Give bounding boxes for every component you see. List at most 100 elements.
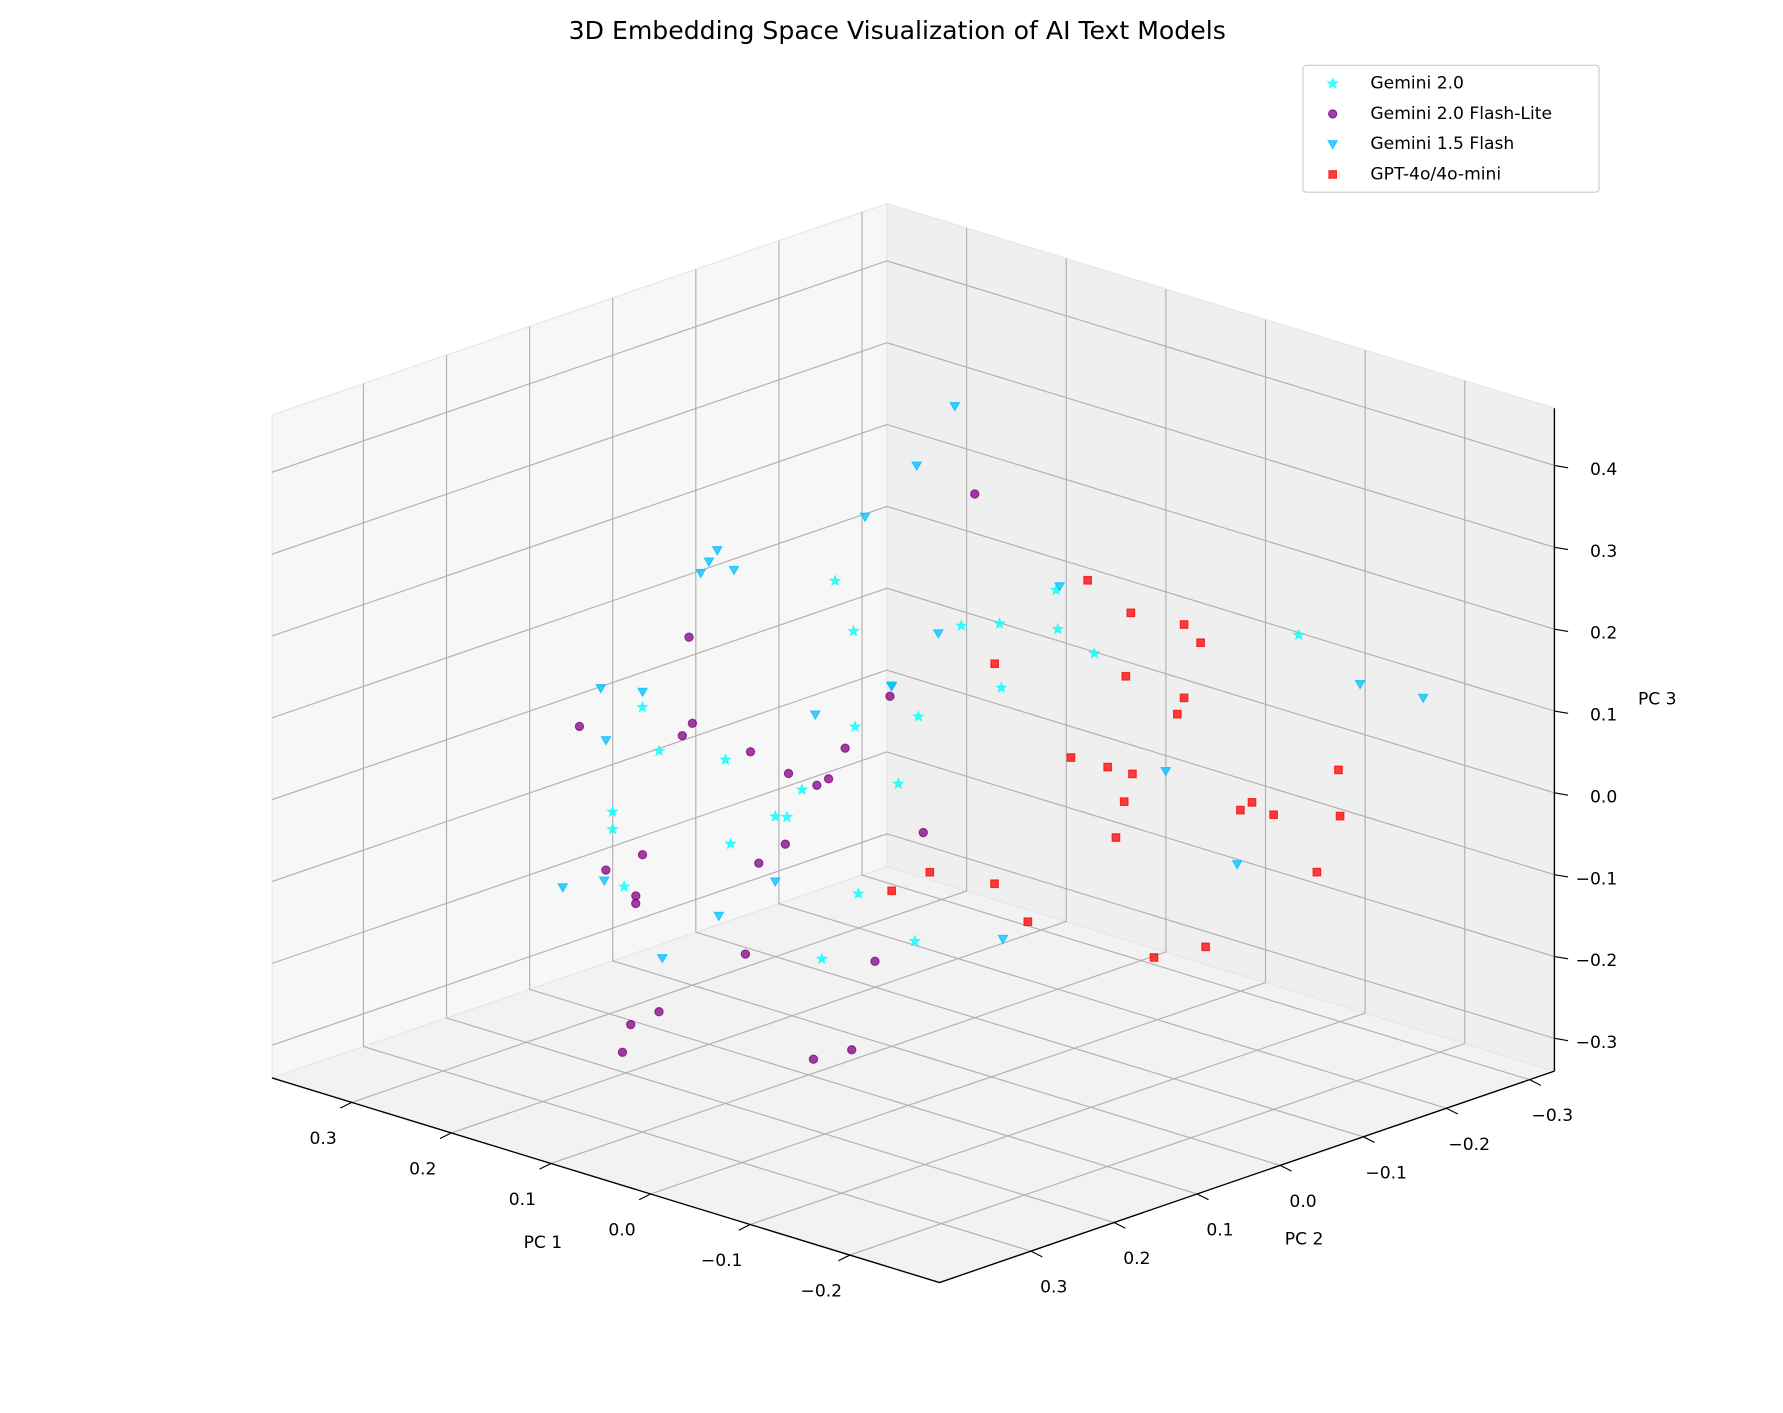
point	[925, 867, 935, 877]
legend-label: Gemini 2.0 Flash-Lite	[1370, 104, 1552, 124]
tick-mark	[1113, 1222, 1126, 1229]
x-tick-label: 0.3	[310, 1129, 337, 1149]
point	[1269, 810, 1278, 820]
point	[795, 782, 809, 796]
point	[695, 568, 707, 579]
point	[1196, 638, 1205, 648]
z-tick-label: 0.4	[1590, 460, 1617, 480]
point	[1179, 693, 1189, 703]
legend-marker	[1327, 109, 1338, 119]
x-tick-label: −0.1	[701, 1251, 743, 1271]
point	[847, 624, 860, 637]
tick-mark	[1554, 955, 1569, 960]
y-tick-label: −0.1	[1365, 1163, 1407, 1183]
point	[1160, 766, 1172, 777]
point	[768, 809, 782, 822]
legend-label: Gemini 1.5 Flash	[1370, 134, 1514, 154]
point	[1121, 671, 1131, 681]
point	[990, 659, 1000, 669]
point	[606, 822, 620, 835]
tick-mark	[1554, 710, 1569, 714]
point	[1312, 867, 1322, 877]
x-tick-label: 0.1	[509, 1190, 536, 1210]
panes	[270, 202, 1557, 1284]
y-axis-label: PC 2	[1285, 1230, 1324, 1250]
point	[656, 954, 668, 964]
axes: −0.2 −0.1 0.0 0.1 0.2 0.3 −0.3 −0.2 −0.1 0.0 0.1 0.…	[271, 408, 1677, 1302]
point	[1417, 693, 1429, 704]
point	[812, 780, 822, 790]
point	[1179, 620, 1189, 629]
point	[606, 805, 619, 818]
grid-line	[271, 505, 1555, 719]
z-tick-label: 0.1	[1590, 706, 1617, 726]
z-axis-label: PC 3	[1638, 690, 1677, 710]
point	[1087, 646, 1101, 659]
point	[677, 730, 688, 741]
point	[908, 934, 922, 947]
point	[783, 768, 794, 779]
point	[769, 877, 781, 888]
point	[994, 680, 1008, 694]
point	[1023, 917, 1033, 927]
tick-mark	[1554, 792, 1569, 796]
point	[728, 565, 740, 576]
axis-line	[939, 1070, 1555, 1284]
x-tick-label: 0.0	[608, 1221, 635, 1241]
tick-mark	[1554, 546, 1569, 551]
tick-mark	[1529, 1079, 1542, 1086]
point	[636, 700, 649, 713]
point	[1126, 608, 1136, 618]
point	[687, 718, 698, 729]
grid-line	[271, 669, 1555, 883]
point	[617, 1047, 628, 1057]
point	[598, 876, 610, 887]
point	[859, 512, 871, 523]
point	[1354, 680, 1366, 690]
point	[1172, 709, 1182, 719]
point	[993, 616, 1006, 629]
tick-mark	[1363, 1136, 1375, 1144]
point	[1128, 769, 1137, 779]
point	[870, 956, 880, 967]
grid-line	[271, 342, 1555, 555]
point	[1066, 753, 1076, 762]
point	[949, 402, 961, 412]
point	[595, 684, 607, 694]
legend-box	[1302, 64, 1600, 193]
point	[754, 858, 764, 868]
point	[885, 691, 895, 702]
point	[724, 837, 737, 850]
grid-line	[271, 423, 1555, 637]
point	[1083, 575, 1092, 585]
point	[626, 1019, 636, 1030]
legend-marker	[1326, 76, 1340, 90]
point	[970, 489, 980, 499]
point	[601, 865, 611, 875]
point	[911, 461, 923, 472]
point	[808, 1054, 819, 1064]
legend-label: GPT-4o/4o-mini	[1370, 164, 1501, 184]
point	[1201, 942, 1210, 952]
axis-line	[271, 1077, 940, 1284]
tick-mark	[638, 1193, 651, 1201]
point	[574, 721, 585, 732]
point	[955, 619, 968, 632]
y-tick-label: 0.0	[1289, 1192, 1316, 1212]
point	[1149, 953, 1159, 962]
point	[809, 710, 821, 721]
z-tick-label: −0.2	[1576, 951, 1618, 971]
point	[828, 574, 842, 587]
tick-mark	[738, 1224, 751, 1231]
tick-mark	[1446, 1107, 1459, 1115]
point	[1236, 805, 1245, 815]
y-tick-label: 0.2	[1123, 1249, 1150, 1269]
point	[617, 879, 631, 893]
point	[711, 546, 723, 556]
point	[891, 777, 905, 790]
point	[1335, 811, 1345, 821]
point	[1111, 833, 1121, 842]
point	[886, 681, 898, 692]
y-tick-label: −0.3	[1532, 1106, 1574, 1126]
